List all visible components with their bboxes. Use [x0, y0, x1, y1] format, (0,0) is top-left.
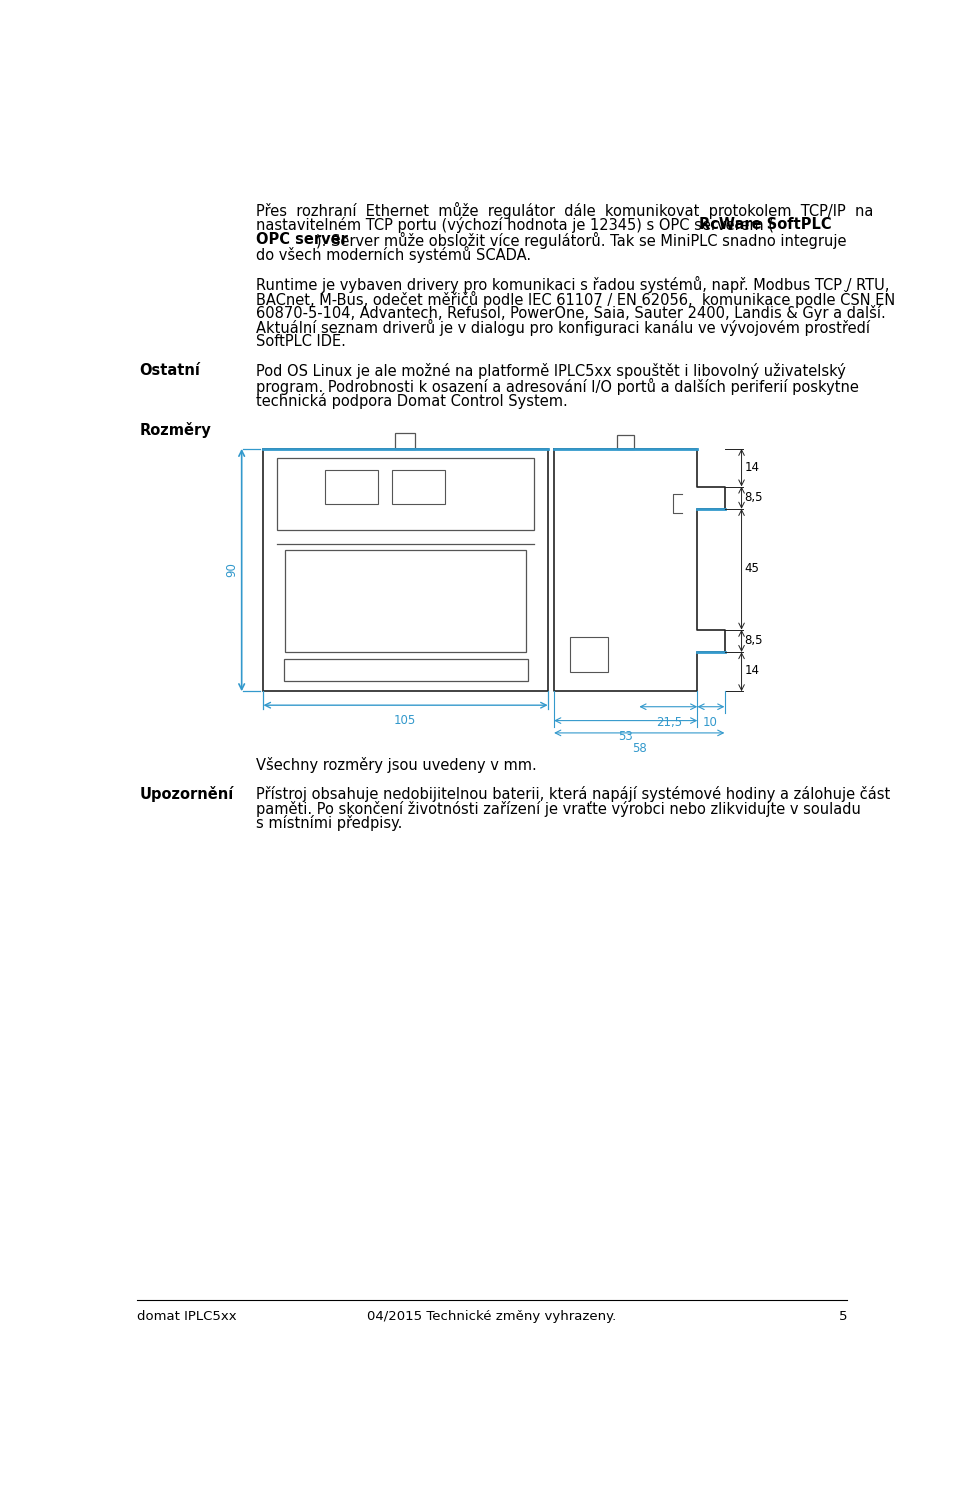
- Text: domat IPLC5xx: domat IPLC5xx: [137, 1310, 237, 1324]
- Bar: [616, 435, 634, 448]
- Text: Upozornění: Upozornění: [139, 786, 233, 802]
- Text: program. Podrobnosti k osazení a adresování I/O portů a dalších periferií poskyt: program. Podrobnosti k osazení a adresov…: [255, 378, 858, 394]
- Text: 10: 10: [703, 716, 718, 729]
- Text: Rozměry: Rozměry: [139, 421, 211, 438]
- Text: Ostatní: Ostatní: [139, 363, 201, 378]
- Text: 5: 5: [838, 1310, 847, 1324]
- Text: ). Server může obsložit více regulátorů. Tak se MiniPLC snadno integruje: ). Server může obsložit více regulátorů.…: [316, 232, 847, 248]
- Text: 58: 58: [632, 743, 647, 754]
- Text: 53: 53: [618, 731, 633, 743]
- Text: 21,5: 21,5: [656, 716, 682, 729]
- Text: Přes  rozhraní  Ethernet  může  regulátor  dále  komunikovat  protokolem  TCP/IP: Přes rozhraní Ethernet může regulátor dá…: [255, 202, 873, 220]
- Text: do všech moderních systémů SCADA.: do všech moderních systémů SCADA.: [255, 247, 531, 263]
- Text: OPC server: OPC server: [255, 232, 348, 247]
- Text: 45: 45: [745, 562, 759, 575]
- Text: technická podpora Domat Control System.: technická podpora Domat Control System.: [255, 393, 567, 408]
- Text: SoftPLC IDE.: SoftPLC IDE.: [255, 335, 346, 350]
- Bar: [569, 638, 609, 672]
- Text: 8,5: 8,5: [745, 492, 763, 503]
- Text: 04/2015 Technické změny vyhrazeny.: 04/2015 Technické změny vyhrazeny.: [368, 1310, 616, 1324]
- Text: Všechny rozměry jsou uvedeny v mm.: Všechny rozměry jsou uvedeny v mm.: [255, 757, 537, 772]
- Text: BACnet, M-Bus, odečet měřičů podle IEC 61107 / EN 62056,  komunikace podle ČSN E: BACnet, M-Bus, odečet měřičů podle IEC 6…: [255, 290, 895, 308]
- Text: 90: 90: [225, 562, 238, 577]
- Bar: [392, 469, 444, 503]
- Text: 60870-5-104, Advantech, Refusol, PowerOne, Saia, Sauter 2400, Landis & Gyr a dal: 60870-5-104, Advantech, Refusol, PowerOn…: [255, 305, 885, 321]
- Text: 14: 14: [745, 663, 759, 677]
- Text: 14: 14: [745, 460, 759, 474]
- Text: 105: 105: [394, 714, 417, 728]
- Bar: [277, 459, 534, 530]
- Text: Runtime je vybaven drivery pro komunikaci s řadou systémů, např. Modbus TCP / RT: Runtime je vybaven drivery pro komunikac…: [255, 275, 889, 293]
- Text: paměti. Po skončení životnósti zařízení je vraťte výrobci nebo zlikvidujte v sou: paměti. Po skončení životnósti zařízení …: [255, 801, 860, 817]
- Bar: [283, 659, 528, 681]
- Bar: [285, 550, 526, 651]
- Text: RcWare SoftPLC: RcWare SoftPLC: [699, 217, 831, 232]
- Text: Aktuální seznam driverů je v dialogu pro konfiguraci kanálu ve vývojovém prostře: Aktuální seznam driverů je v dialogu pro…: [255, 320, 870, 336]
- Bar: [263, 448, 548, 692]
- Bar: [325, 469, 378, 503]
- Text: 8,5: 8,5: [745, 633, 763, 647]
- Text: s místními předpisy.: s místními předpisy.: [255, 816, 402, 831]
- Text: nastavitelném TCP portu (výchozí hodnota je 12345) s OPC serverem (: nastavitelném TCP portu (výchozí hodnota…: [255, 217, 774, 233]
- Text: Přístroj obsahuje nedobijitelnou baterii, která napájí systémové hodiny a zálohu: Přístroj obsahuje nedobijitelnou baterii…: [255, 786, 890, 802]
- Text: Pod OS Linux je ale možné na platformě IPLC5xx spouštět i libovolný uživatelský: Pod OS Linux je ale možné na platformě I…: [255, 363, 846, 379]
- Bar: [396, 433, 416, 448]
